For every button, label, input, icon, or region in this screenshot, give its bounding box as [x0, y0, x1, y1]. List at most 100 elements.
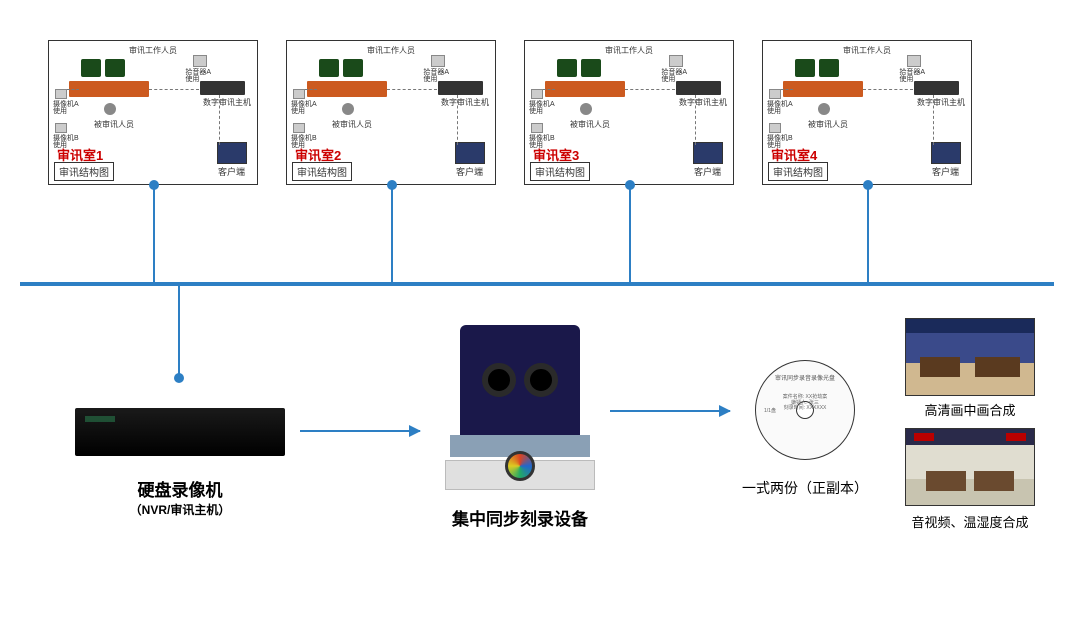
wire: [387, 89, 437, 90]
digital-host-icon: [914, 81, 959, 95]
interrogee-label: 被审讯人员: [94, 119, 134, 130]
client-icon: [217, 142, 247, 164]
room-box: 审讯工作人员 被审讯人员 摄像机A 使用 摄像机B 使用 拾音器A 使用 数字审…: [762, 40, 972, 185]
room-struct-label: 审讯结构图: [54, 162, 114, 181]
diagram-canvas: 硬盘录像机 （NVR/审讯主机） 集中同步刻录设备 审讯同步录音录像光盘 案件名…: [0, 0, 1074, 618]
desk-bar: [783, 81, 863, 97]
interrogator-icons: [81, 59, 125, 77]
client-icon: [455, 142, 485, 164]
digital-host-icon: [200, 81, 245, 95]
connector-dot: [387, 180, 397, 190]
wire: [67, 89, 79, 90]
photo-bottom-caption: 音视频、温湿度合成: [895, 512, 1045, 531]
camera-a-icon: [531, 89, 543, 99]
burner-label-block: 集中同步刻录设备: [420, 505, 620, 530]
wire: [625, 89, 675, 90]
person-icon: [795, 59, 815, 77]
photo-desk: [974, 471, 1014, 491]
photo-desk: [975, 357, 1020, 377]
person-icon: [319, 59, 339, 77]
wire: [695, 95, 696, 145]
disc-caption-block: 一式两份（正副本）: [720, 478, 890, 498]
person-icon: [81, 59, 101, 77]
arrow-nvr-to-burner: [300, 430, 420, 432]
digital-host-label: 数字审讯主机: [441, 97, 489, 108]
camera-b-icon: [293, 123, 305, 133]
camera-a-icon: [55, 89, 67, 99]
burner-disc-slot: [482, 363, 516, 397]
arrow-burner-to-disc: [610, 410, 730, 412]
person-icon: [581, 59, 601, 77]
wire: [781, 89, 793, 90]
person-icon: [343, 59, 363, 77]
nvr-label-block: 硬盘录像机 （NVR/审讯主机）: [75, 476, 285, 518]
person-icon: [557, 59, 577, 77]
photo-desk: [926, 471, 966, 491]
connector-dot: [625, 180, 635, 190]
room-top-label: 审讯工作人员: [605, 45, 653, 56]
camera-a-icon: [293, 89, 305, 99]
digital-host-icon: [438, 81, 483, 95]
camera-b-icon: [55, 123, 67, 133]
desk-bar: [69, 81, 149, 97]
wire: [305, 89, 317, 90]
camera-a-icon: [769, 89, 781, 99]
room-inner: 审讯工作人员 被审讯人员 摄像机A 使用 摄像机B 使用 拾音器A 使用 数字审…: [287, 41, 495, 184]
mic-icon: [907, 55, 921, 67]
digital-host-icon: [676, 81, 721, 95]
interrogee-label: 被审讯人员: [570, 119, 610, 130]
desk-bar: [545, 81, 625, 97]
connector-dot: [863, 180, 873, 190]
connector-dot: [149, 180, 159, 190]
interrogator-icons: [557, 59, 601, 77]
interrogee-label: 被审讯人员: [808, 119, 848, 130]
client-label: 客户端: [456, 165, 483, 178]
digital-host-label: 数字审讯主机: [917, 97, 965, 108]
person-icon: [819, 59, 839, 77]
digital-host-label: 数字审讯主机: [203, 97, 251, 108]
camera-a-label: 摄像机A 使用: [529, 101, 555, 115]
room-top-label: 审讯工作人员: [367, 45, 415, 56]
room-drop-line: [153, 185, 155, 282]
photo-top-caption: 高清画中画合成: [905, 400, 1035, 419]
room-inner: 审讯工作人员 被审讯人员 摄像机A 使用 摄像机B 使用 拾音器A 使用 数字审…: [763, 41, 971, 184]
disc-caption: 一式两份（正副本）: [720, 478, 890, 498]
photo-top: [905, 318, 1035, 396]
burner-knob: [505, 451, 535, 481]
nvr-subtitle: （NVR/审讯主机）: [75, 501, 285, 518]
desk-bar: [307, 81, 387, 97]
disc-top-text: 审讯同步录音录像光盘: [770, 373, 840, 382]
disc-side-text: 1/1盘: [764, 407, 776, 414]
interrogator-icons: [319, 59, 363, 77]
interrogee-icon: [342, 103, 354, 115]
room-drop-line: [391, 185, 393, 282]
photo-bottom: [905, 428, 1035, 506]
photo-desk: [920, 357, 960, 377]
room-top-label: 审讯工作人员: [843, 45, 891, 56]
photo-wall: [906, 319, 1034, 333]
disc-detail-text: 案件名称: XX抢劫案 嫌疑人: 张三 刻录时间: XXXXXX: [765, 395, 845, 412]
room-box: 审讯工作人员 被审讯人员 摄像机A 使用 摄像机B 使用 拾音器A 使用 数字审…: [48, 40, 258, 185]
interrogee-label: 被审讯人员: [332, 119, 372, 130]
wire: [457, 95, 458, 145]
camera-a-label: 摄像机A 使用: [53, 101, 79, 115]
sensor-icon: [914, 433, 934, 441]
mic-icon: [669, 55, 683, 67]
camera-a-label: 摄像机A 使用: [767, 101, 793, 115]
mic-icon: [431, 55, 445, 67]
camera-b-icon: [769, 123, 781, 133]
room-drop-line: [629, 185, 631, 282]
mic-icon: [193, 55, 207, 67]
room-box: 审讯工作人员 被审讯人员 摄像机A 使用 摄像机B 使用 拾音器A 使用 数字审…: [524, 40, 734, 185]
sensor-icon: [1006, 433, 1026, 441]
interrogee-icon: [818, 103, 830, 115]
digital-host-label: 数字审讯主机: [679, 97, 727, 108]
burner-device: [445, 325, 595, 490]
wire: [863, 89, 913, 90]
room-inner: 审讯工作人员 被审讯人员 摄像机A 使用 摄像机B 使用 拾音器A 使用 数字审…: [525, 41, 733, 184]
camera-a-label: 摄像机A 使用: [291, 101, 317, 115]
interrogator-icons: [795, 59, 839, 77]
drop-dot-nvr: [174, 373, 184, 383]
wire: [933, 95, 934, 145]
burner-disc-slot: [524, 363, 558, 397]
